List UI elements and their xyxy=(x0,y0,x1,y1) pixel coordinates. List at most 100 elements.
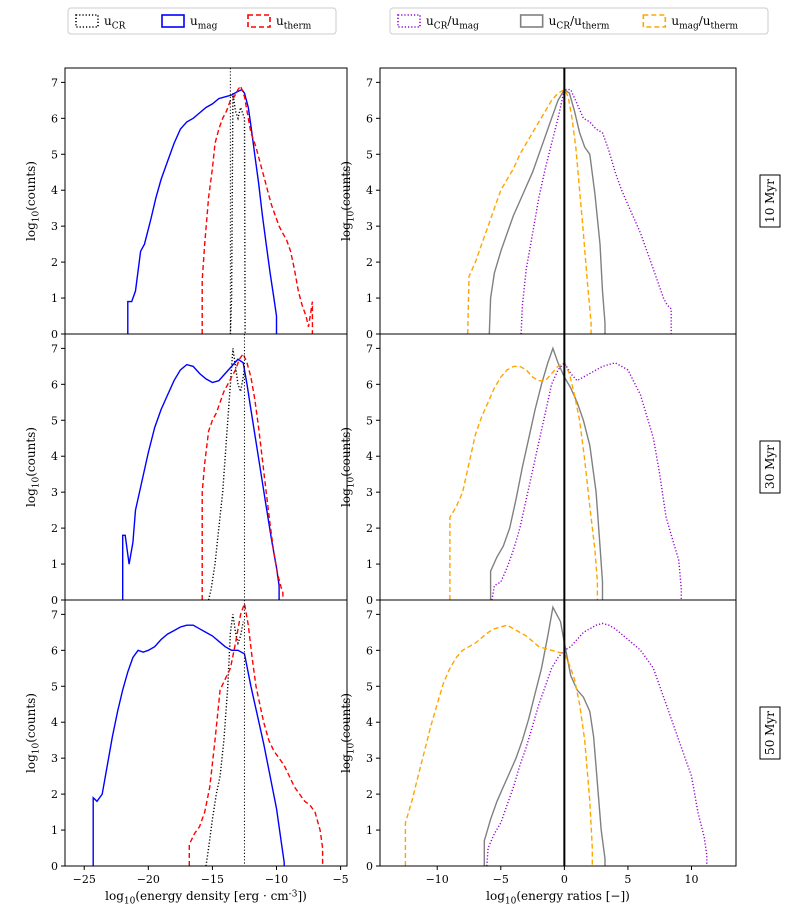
row-label: 50 Myr xyxy=(763,711,777,755)
axes-frame xyxy=(379,599,737,867)
y-tick-label: 4 xyxy=(51,450,58,463)
chart-panel-2-1: 0 1 2 3 4 5 6 7 −10 −5 0 5 10 log10(counts) log10(ener… xyxy=(339,599,737,907)
x-tick-label: 0 xyxy=(561,873,568,886)
axes-frame xyxy=(379,333,737,601)
y-tick-label: 4 xyxy=(366,184,373,197)
y-axis-label: log10(counts) xyxy=(339,693,357,773)
y-tick-label: 5 xyxy=(51,680,58,693)
panel-grid: 0 1 2 3 4 5 6 7 log10(counts) 0 1 2 3 4 5 6 7 log10(count… xyxy=(24,67,737,907)
series-line xyxy=(201,84,314,334)
legend-swatch xyxy=(642,14,667,28)
y-tick-label: 1 xyxy=(51,292,58,305)
time-labels: 10 Myr 30 Myr 50 Myr xyxy=(759,174,781,760)
y-tick-label: 6 xyxy=(51,112,58,125)
legend-swatch xyxy=(247,14,271,28)
x-axis-label: log10(energy density [erg · cm-3]) xyxy=(105,889,307,907)
legend-swatch xyxy=(161,14,185,28)
x-tick-label: −10 xyxy=(426,873,449,886)
series-line xyxy=(229,93,246,334)
chart-panel-0-1: 0 1 2 3 4 5 6 7 log10(counts) xyxy=(339,67,737,341)
y-tick-label: 2 xyxy=(51,256,58,269)
row-label-box: 30 Myr xyxy=(759,440,781,494)
series-line xyxy=(201,352,284,600)
y-tick-label: 6 xyxy=(51,378,58,391)
y-tick-label: 0 xyxy=(51,328,58,341)
y-tick-label: 1 xyxy=(366,558,373,571)
x-tick-label: −25 xyxy=(73,873,96,886)
y-tick-label: 7 xyxy=(51,76,58,89)
legend-swatch xyxy=(75,14,99,28)
y-tick-label: 2 xyxy=(51,522,58,535)
y-tick-label: 0 xyxy=(366,594,373,607)
y-tick-label: 0 xyxy=(366,328,373,341)
y-tick-label: 2 xyxy=(366,788,373,801)
y-tick-label: 1 xyxy=(51,824,58,837)
series-line xyxy=(127,88,278,334)
y-axis-label: log10(counts) xyxy=(24,427,42,507)
chart-panel-0-0: 0 1 2 3 4 5 6 7 log10(counts) xyxy=(24,67,348,341)
y-tick-label: 5 xyxy=(366,680,373,693)
row-label: 30 Myr xyxy=(763,445,777,489)
y-tick-label: 0 xyxy=(51,594,58,607)
series-line xyxy=(188,600,324,866)
legend-swatch xyxy=(397,14,421,28)
y-tick-label: 4 xyxy=(366,450,373,463)
y-tick-label: 0 xyxy=(51,860,58,873)
y-tick-label: 2 xyxy=(366,522,373,535)
y-tick-label: 3 xyxy=(366,752,373,765)
series-line xyxy=(121,358,280,600)
legend-energy-density: uCR umag utherm xyxy=(67,7,337,35)
series-line xyxy=(488,88,606,334)
legend-energy-ratios: uCR/umag uCR/utherm umag/utherm xyxy=(389,7,769,35)
y-tick-label: 1 xyxy=(366,292,373,305)
y-tick-label: 6 xyxy=(51,644,58,657)
y-tick-label: 5 xyxy=(51,414,58,427)
y-tick-label: 7 xyxy=(51,608,58,621)
y-tick-label: 2 xyxy=(51,788,58,801)
axes-frame xyxy=(64,599,348,867)
y-tick-label: 3 xyxy=(51,220,58,233)
y-tick-label: 4 xyxy=(51,184,58,197)
y-axis-label: log10(counts) xyxy=(24,161,42,241)
axes-frame xyxy=(379,67,737,335)
y-tick-label: 7 xyxy=(366,608,373,621)
y-tick-label: 1 xyxy=(366,824,373,837)
y-tick-label: 6 xyxy=(366,112,373,125)
x-tick-label: −5 xyxy=(332,873,348,886)
legend-label: utherm xyxy=(276,14,312,32)
legend-label: umag/utherm xyxy=(671,14,738,32)
y-tick-label: 4 xyxy=(366,716,373,729)
legend-swatch xyxy=(519,14,544,28)
row-label: 10 Myr xyxy=(763,179,777,223)
y-tick-label: 7 xyxy=(366,342,373,355)
y-tick-label: 7 xyxy=(366,76,373,89)
x-tick-label: 5 xyxy=(624,873,631,886)
y-tick-label: 3 xyxy=(366,220,373,233)
series-line xyxy=(449,361,599,600)
row-label-box: 50 Myr xyxy=(759,706,781,760)
y-tick-label: 1 xyxy=(51,558,58,571)
y-axis-label: log10(counts) xyxy=(339,427,357,507)
legend-label: uCR/utherm xyxy=(549,14,610,32)
y-tick-label: 3 xyxy=(366,486,373,499)
y-tick-label: 5 xyxy=(366,148,373,161)
chart-panel-1-1: 0 1 2 3 4 5 6 7 log10(counts) xyxy=(339,333,737,607)
chart-panel-1-0: 0 1 2 3 4 5 6 7 log10(counts) xyxy=(24,333,348,607)
x-tick-label: −20 xyxy=(137,873,160,886)
y-axis-label: log10(counts) xyxy=(339,161,357,241)
y-tick-label: 5 xyxy=(366,414,373,427)
y-tick-label: 5 xyxy=(51,148,58,161)
series-line xyxy=(483,605,606,866)
chart-panel-2-0: 0 1 2 3 4 5 6 7 −25 −20 −15 −10 −5 log10(counts) log10… xyxy=(24,599,349,907)
legend-label: uCR xyxy=(104,14,126,32)
series-line xyxy=(486,622,708,866)
y-axis-label: log10(counts) xyxy=(24,693,42,773)
x-tick-label: 10 xyxy=(685,873,699,886)
x-tick-label: −15 xyxy=(201,873,224,886)
y-tick-label: 3 xyxy=(51,486,58,499)
series-line xyxy=(404,624,593,866)
y-tick-label: 0 xyxy=(366,860,373,873)
y-tick-label: 3 xyxy=(51,752,58,765)
series-line xyxy=(92,624,285,866)
